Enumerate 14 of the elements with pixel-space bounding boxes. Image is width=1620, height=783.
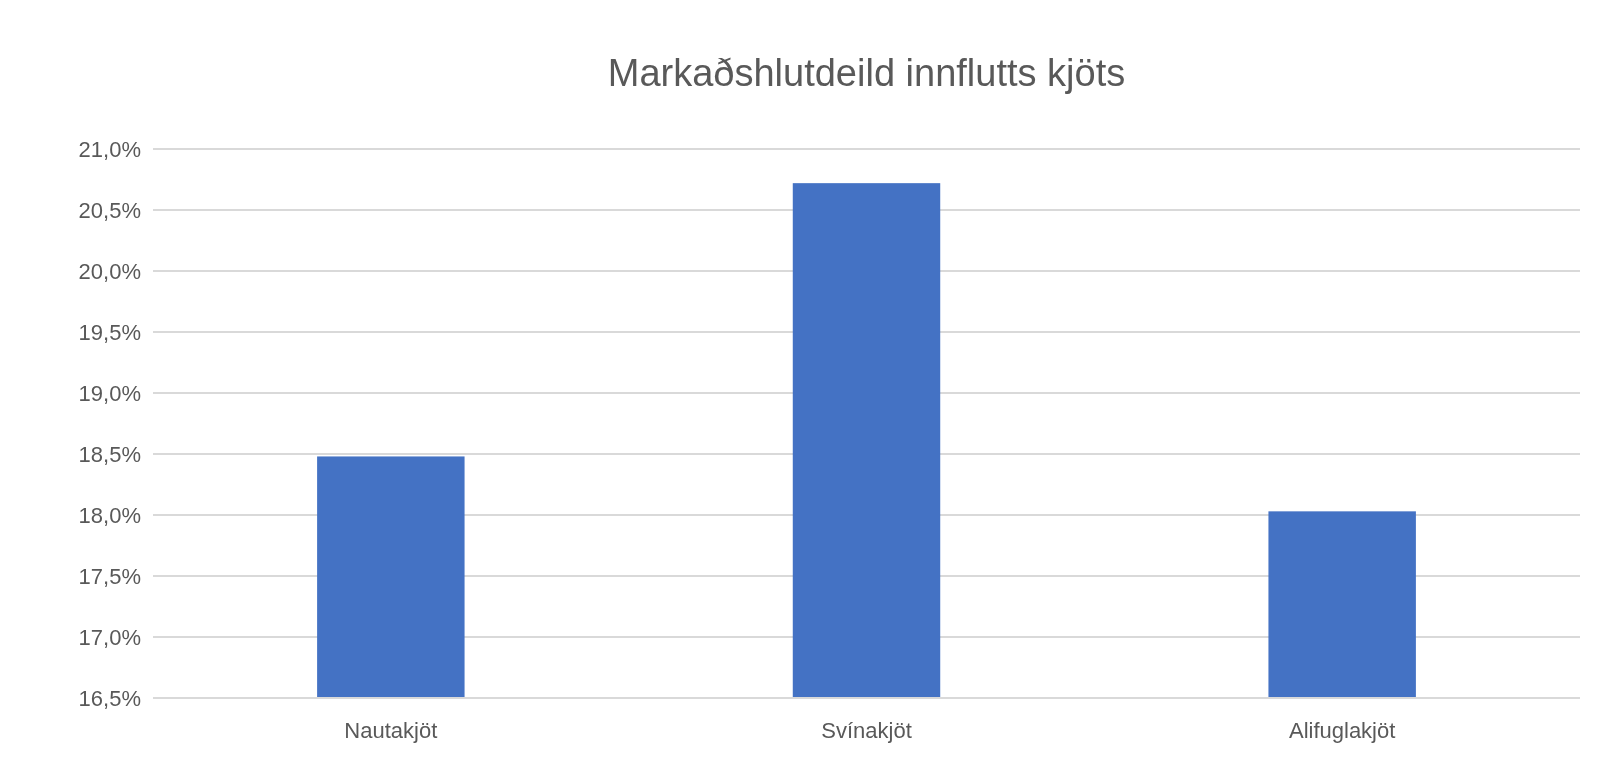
- y-tick-label: 18,0%: [78, 502, 141, 528]
- y-tick-label: 18,5%: [78, 441, 141, 467]
- y-tick-label: 19,5%: [78, 319, 141, 345]
- x-tick-label: Nautakjöt: [344, 718, 438, 743]
- y-tick-label: 17,5%: [78, 563, 141, 589]
- chart-title: Markaðshlutdeild innflutts kjöts: [607, 52, 1126, 94]
- y-tick-label: 19,0%: [78, 380, 141, 406]
- x-tick-label: Alifuglakjöt: [1288, 718, 1396, 743]
- y-tick-label: 21,0%: [78, 136, 141, 162]
- y-tick-label: 17,0%: [78, 624, 141, 650]
- y-tick-label: 20,5%: [78, 197, 141, 223]
- x-tick-label: Svínakjöt: [821, 718, 912, 743]
- y-tick-label: 20,0%: [78, 258, 141, 284]
- y-tick-label: 16,5%: [78, 685, 141, 711]
